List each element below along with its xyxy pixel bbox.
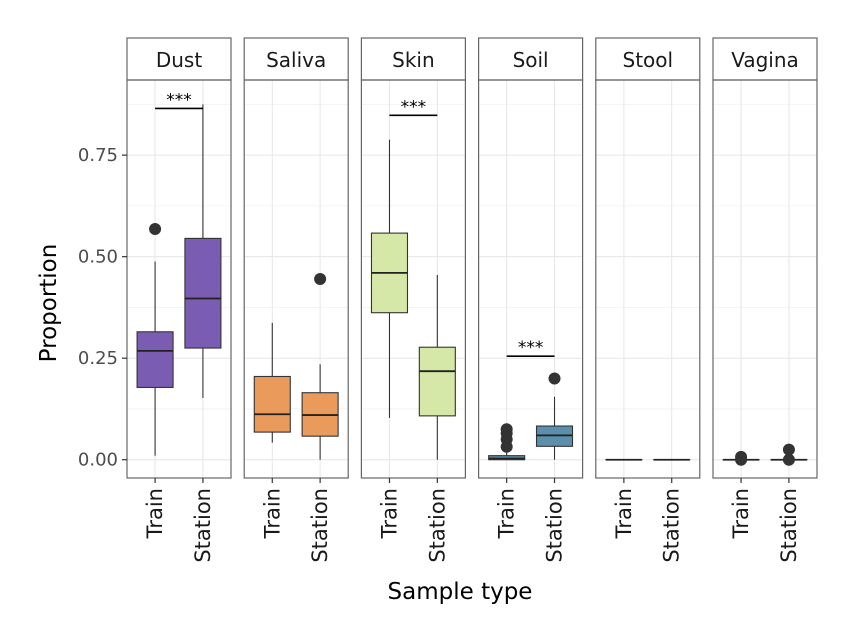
panel-border — [126, 79, 232, 479]
y-axis: 0.00 0.25 0.50 0.75 — [78, 145, 127, 471]
facet-strip — [478, 37, 584, 81]
box-dust-train — [136, 223, 174, 456]
box-saliva-train — [253, 322, 291, 443]
y-tick-label: 0.75 — [78, 145, 118, 166]
panel-border — [360, 79, 466, 479]
x-tick-label: Station — [425, 488, 449, 563]
facet-panels: Dust *** Saliva Skin *** Soil *** Stool Vagina — [126, 37, 818, 479]
facet-strip — [595, 37, 701, 81]
outlier-point — [735, 450, 748, 463]
box-vagina-station — [770, 443, 808, 466]
box-dust-station — [184, 104, 222, 398]
facet-strip-label: Soil — [513, 48, 549, 72]
x-tick-label: Train — [495, 488, 519, 539]
x-tick-label: Station — [191, 488, 215, 563]
facet-panel-saliva: Saliva — [243, 37, 349, 479]
box-soil-train — [488, 423, 526, 461]
outlier-point — [782, 453, 795, 466]
x-tick-label: Train — [143, 488, 167, 539]
significance-label: *** — [518, 338, 544, 358]
facet-strip-label: Saliva — [266, 48, 326, 72]
x-tick-label: Train — [260, 488, 284, 539]
box-body — [184, 237, 222, 349]
facet-strip-label: Stool — [623, 48, 674, 72]
facet-strip — [712, 37, 818, 81]
x-axis: Train Station Train Station Train Station Trai… — [143, 478, 801, 563]
panel-border — [595, 79, 701, 479]
panel-border — [243, 79, 349, 479]
x-tick-label: Station — [308, 488, 332, 563]
box-skin-train — [370, 139, 409, 418]
x-tick-label: Train — [377, 488, 401, 539]
outlier-point — [500, 423, 513, 436]
y-tick-label: 0.25 — [78, 348, 118, 369]
box-vagina-train — [722, 450, 760, 466]
facet-strip-label: Dust — [156, 48, 202, 72]
significance-label: *** — [166, 90, 192, 110]
box-body — [418, 346, 456, 417]
outlier-point — [782, 443, 795, 456]
facet-panel-stool: Stool — [595, 37, 701, 479]
x-tick-label: Train — [612, 488, 636, 539]
significance-label: *** — [401, 97, 427, 117]
panel-border — [712, 79, 818, 479]
facet-strip — [360, 37, 466, 81]
outlier-point — [149, 223, 162, 236]
facet-strip-label: Vagina — [731, 48, 799, 72]
box-soil-station — [535, 372, 574, 460]
y-tick-label: 0.50 — [78, 247, 118, 268]
outlier-point — [548, 372, 561, 385]
box-body — [253, 375, 291, 433]
facet-panel-skin: Skin *** — [360, 37, 466, 479]
x-tick-label: Station — [660, 488, 684, 563]
outlier-point — [314, 273, 327, 285]
box-skin-station — [418, 274, 456, 460]
x-tick-label: Station — [777, 488, 801, 563]
facet-strip-label: Skin — [392, 48, 435, 72]
facet-panel-soil: Soil *** — [478, 37, 584, 479]
x-tick-label: Train — [729, 488, 753, 539]
panel-border — [478, 79, 584, 479]
x-axis-title: Sample type — [388, 579, 533, 605]
y-tick-label: 0.00 — [78, 450, 118, 471]
facet-panel-dust: Dust *** — [126, 37, 232, 479]
box-saliva-station — [301, 273, 339, 460]
facet-panel-vagina: Vagina — [712, 37, 818, 479]
x-tick-label: Station — [543, 488, 567, 563]
box-body — [136, 331, 174, 388]
y-axis-title: Proportion — [36, 244, 62, 363]
